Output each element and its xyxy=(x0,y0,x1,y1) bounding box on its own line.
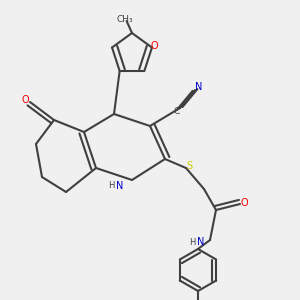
Text: O: O xyxy=(241,197,249,208)
Text: S: S xyxy=(186,160,192,171)
Text: N: N xyxy=(197,237,204,248)
Text: CH₃: CH₃ xyxy=(116,15,133,24)
Text: H: H xyxy=(189,238,195,247)
Text: N: N xyxy=(195,82,202,92)
Text: O: O xyxy=(22,94,29,105)
Text: N: N xyxy=(116,181,124,191)
Text: H: H xyxy=(108,182,114,190)
Text: C: C xyxy=(174,106,180,116)
Text: O: O xyxy=(151,41,158,51)
